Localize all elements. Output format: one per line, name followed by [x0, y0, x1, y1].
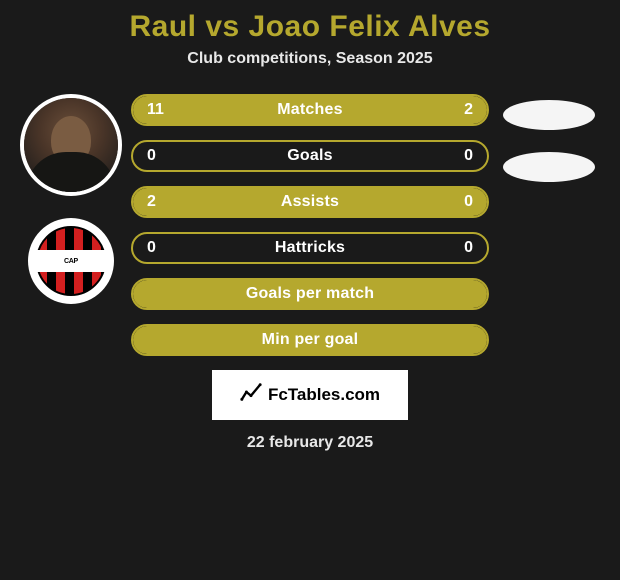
stat-bar: Min per goal — [131, 324, 489, 356]
avatar-placeholder — [24, 98, 118, 192]
footer-date: 22 february 2025 — [247, 434, 373, 452]
player1-column: CAP — [11, 94, 131, 304]
comparison-card: Raul vs Joao Felix Alves Club competitio… — [0, 0, 620, 452]
page-subtitle: Club competitions, Season 2025 — [187, 50, 432, 68]
stats-column: 112Matches 00Goals 20Assists 00Hattricks Goa… — [131, 94, 489, 356]
player2-club-placeholder — [503, 152, 595, 182]
stat-label: Hattricks — [133, 239, 487, 257]
stat-bar: 00Goals — [131, 140, 489, 172]
stat-label: Min per goal — [133, 331, 487, 349]
player2-avatar-placeholder — [503, 100, 595, 130]
chart-icon — [240, 381, 262, 403]
main-row: CAP 112Matches 00Goals 20Assists 00Hattrick… — [0, 94, 620, 356]
brand-icon — [240, 381, 262, 409]
club-badge-text: CAP — [34, 250, 108, 272]
brand-text: FcTables.com — [268, 385, 380, 405]
stat-bar: 00Hattricks — [131, 232, 489, 264]
player2-column — [489, 94, 609, 182]
player1-club-badge: CAP — [28, 218, 114, 304]
stat-label: Goals — [133, 147, 487, 165]
page-title: Raul vs Joao Felix Alves — [129, 10, 490, 44]
stat-bar: 112Matches — [131, 94, 489, 126]
stat-label: Matches — [133, 101, 487, 119]
stat-label: Goals per match — [133, 285, 487, 303]
player1-avatar — [20, 94, 122, 196]
stat-label: Assists — [133, 193, 487, 211]
stat-bar: 20Assists — [131, 186, 489, 218]
stat-bar: Goals per match — [131, 278, 489, 310]
brand-box: FcTables.com — [212, 370, 408, 420]
